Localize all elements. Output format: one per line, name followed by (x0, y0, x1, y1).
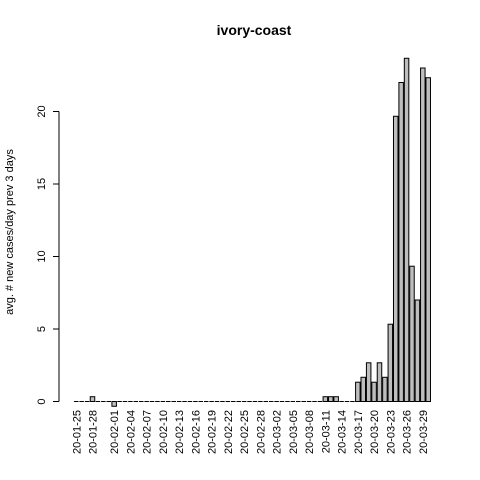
bar (322, 396, 329, 402)
bar (111, 401, 117, 407)
x-tick-label: 20-03-02 (272, 410, 284, 454)
x-tick-label: 20-03-29 (418, 410, 430, 454)
bar (355, 381, 361, 402)
x-tick-label: 20-01-25 (71, 410, 83, 454)
bar (382, 376, 388, 403)
x-axis: 20-01-25 20-01-28 20-02-01 20-02-04 20-02-07… (71, 410, 430, 454)
chart-title: ivory-coast (217, 22, 292, 38)
x-tick-label: 20-02-04 (125, 410, 137, 454)
y-axis-label: avg. # new cases/day prev 3 days (4, 149, 16, 315)
x-tick-label: 20-03-05 (288, 410, 300, 454)
x-tick-label: 20-03-26 (402, 410, 414, 454)
x-tick-label: 20-03-11 (320, 410, 332, 453)
x-tick-label: 20-02-22 (223, 410, 235, 454)
bar (333, 396, 339, 402)
bar (376, 362, 383, 403)
y-tick-label: 10 (36, 250, 48, 262)
bar (409, 265, 415, 402)
x-tick-label: 20-02-25 (239, 410, 251, 454)
bar (89, 396, 96, 402)
y-tick-label: 0 (36, 398, 48, 404)
x-tick-label: 20-02-16 (190, 410, 202, 454)
x-tick-label: 20-02-07 (142, 410, 154, 454)
x-tick-label: 20-03-20 (369, 410, 381, 454)
bar (403, 57, 410, 402)
x-tick-label: 20-02-10 (158, 410, 170, 454)
y-tick-label: 5 (36, 326, 48, 332)
bar (328, 396, 334, 402)
bar (387, 323, 394, 402)
bar (414, 299, 421, 402)
x-tick-label: 20-03-14 (337, 410, 349, 454)
x-tick-label: 20-02-01 (109, 410, 121, 454)
x-tick-label: 20-02-19 (207, 410, 219, 454)
bar (371, 381, 377, 402)
x-tick-label: 20-03-23 (385, 410, 397, 454)
y-tick-label: 20 (36, 105, 48, 117)
y-tick-label: 15 (36, 178, 48, 190)
x-tick-label: 20-02-13 (174, 410, 186, 454)
bar (365, 362, 372, 403)
bar (392, 115, 399, 402)
x-tick-label: 20-03-17 (353, 410, 365, 454)
bars (74, 57, 431, 407)
bar (398, 82, 404, 402)
x-tick-label: 20-03-08 (304, 410, 316, 454)
bar (425, 77, 431, 402)
x-tick-label: 20-01-28 (87, 410, 99, 454)
x-tick-label: 20-02-28 (255, 410, 267, 454)
bar (420, 67, 426, 402)
bar (360, 376, 366, 403)
y-axis: 0 5 10 15 20 (36, 105, 60, 405)
